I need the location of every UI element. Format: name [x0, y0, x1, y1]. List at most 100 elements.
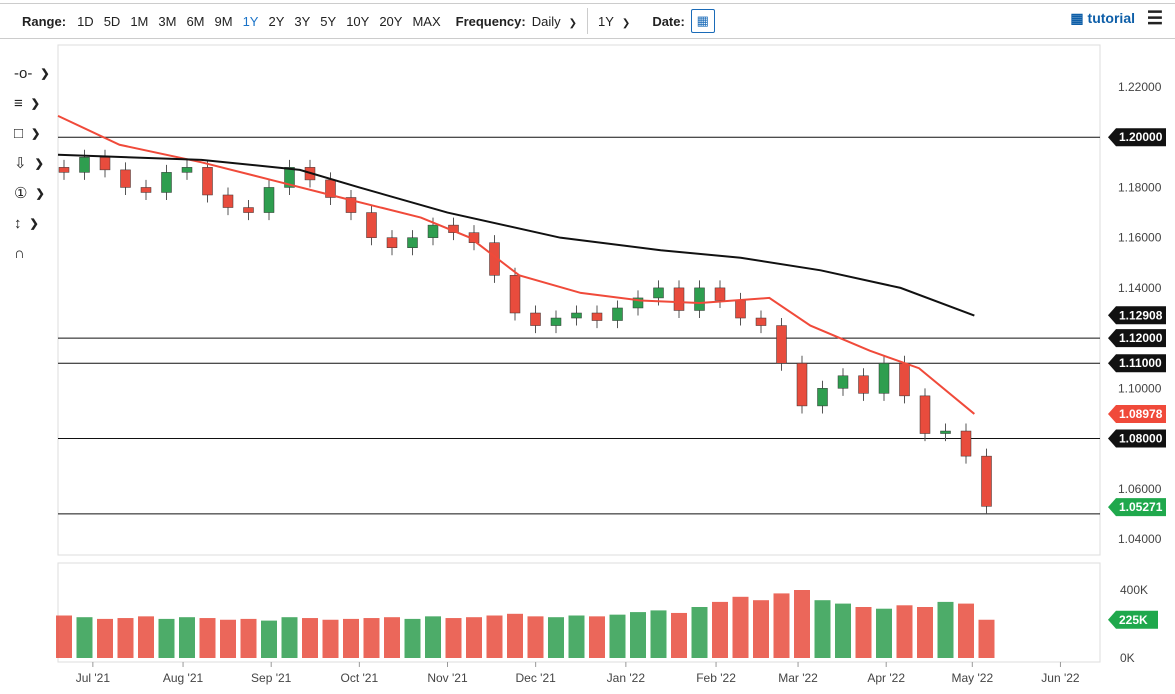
- candle: [407, 237, 418, 248]
- volume-bar: [794, 590, 810, 658]
- drawing-tools: -o- ❯ ≡ ❯ □ ❯ ⇩ ❯ ① ❯ ↕ ❯ ∩: [14, 58, 54, 268]
- candle: [366, 212, 377, 238]
- candle: [181, 167, 193, 173]
- range-label: Range:: [22, 13, 67, 29]
- tutorial-link[interactable]: ▦ tutorial: [1070, 10, 1135, 27]
- volume-bar: [712, 601, 728, 658]
- x-tick-label: Apr '22: [867, 671, 905, 685]
- film-icon: ▦: [1070, 10, 1084, 26]
- range-5D[interactable]: 5D: [103, 13, 121, 29]
- volume-bar: [650, 610, 667, 658]
- volume-bar: [302, 618, 318, 658]
- volume-frame: [57, 562, 1101, 663]
- range-6M[interactable]: 6M: [186, 13, 205, 29]
- volume-last-label: 225K: [1119, 613, 1148, 627]
- candle: [673, 287, 685, 311]
- chevron-right-icon: ❯: [35, 187, 45, 200]
- candle: [161, 172, 172, 193]
- volume-bar: [568, 615, 585, 658]
- period-select[interactable]: 1Y ❯: [598, 14, 630, 29]
- line-tool[interactable]: -o- ❯: [14, 58, 54, 88]
- range-20Y[interactable]: 20Y: [379, 13, 403, 29]
- calendar-icon[interactable]: ▦: [690, 9, 715, 33]
- range-3Y[interactable]: 3Y: [294, 13, 311, 29]
- candle: [899, 362, 910, 397]
- volume-bar: [671, 612, 687, 658]
- candle: [202, 167, 213, 196]
- volume-bar: [609, 614, 626, 658]
- range-9M[interactable]: 9M: [214, 13, 233, 29]
- volume-tick: 0K: [1120, 651, 1135, 665]
- frequency-select[interactable]: Daily ❯: [532, 14, 577, 29]
- number-tool[interactable]: ① ❯: [14, 178, 54, 208]
- candle: [632, 297, 644, 309]
- tutorial-label: tutorial: [1087, 10, 1135, 26]
- circled-one-icon: ①: [14, 185, 28, 202]
- volume-bar: [281, 617, 298, 658]
- price-label: 1.12000: [1119, 331, 1163, 345]
- volume-bar: [343, 618, 359, 658]
- volume-bar: [835, 603, 851, 658]
- line-icon: -o-: [14, 64, 33, 82]
- candle: [530, 312, 541, 326]
- volume-bar: [138, 616, 154, 658]
- volume-tick: 400K: [1120, 583, 1148, 597]
- volume-bar: [97, 618, 113, 658]
- candle: [222, 194, 234, 208]
- chevron-right-icon: ❯: [31, 127, 41, 140]
- x-tick-label: Jul '21: [76, 671, 111, 685]
- x-tick-label: Oct '21: [341, 671, 379, 685]
- candle: [79, 157, 90, 173]
- price-label-tag: [1108, 128, 1166, 147]
- candle: [571, 312, 582, 319]
- volume-bar: [876, 608, 892, 658]
- x-tick-label: Dec '21: [515, 671, 556, 685]
- range-1M[interactable]: 1M: [130, 13, 149, 29]
- rectangle-tool[interactable]: □ ❯: [14, 118, 54, 148]
- measure-tool[interactable]: ↕ ❯: [14, 208, 54, 238]
- candle: [140, 187, 152, 193]
- trend-tool[interactable]: ≡ ❯: [14, 88, 54, 118]
- rectangle-icon: □: [14, 124, 24, 142]
- x-tick-label: Feb '22: [696, 671, 736, 685]
- price-label-tag: [1108, 329, 1166, 348]
- arrow-down-icon: ⇩: [14, 155, 27, 172]
- x-tick-label: Aug '21: [163, 671, 204, 685]
- magnet-tool[interactable]: ∩: [14, 238, 54, 268]
- chevron-right-icon: ❯: [29, 217, 39, 230]
- range-MAX[interactable]: MAX: [412, 13, 441, 29]
- range-buttons: 1D 5D 1M 3M 6M 9M 1Y 2Y 3Y 5Y 10Y 20Y MAX: [72, 14, 446, 29]
- range-1Y[interactable]: 1Y: [242, 13, 259, 29]
- volume-bar: [220, 619, 236, 658]
- volume-bar: [322, 619, 339, 658]
- volume-bar: [773, 593, 790, 658]
- volume-bar: [179, 617, 195, 658]
- candle: [509, 275, 521, 314]
- volume-bar: [363, 618, 380, 658]
- volume-bar: [917, 607, 933, 658]
- volume-bar: [732, 596, 749, 658]
- range-3M[interactable]: 3M: [158, 13, 177, 29]
- range-2Y[interactable]: 2Y: [268, 13, 285, 29]
- arrow-tool[interactable]: ⇩ ❯: [14, 148, 54, 178]
- range-5Y[interactable]: 5Y: [320, 13, 337, 29]
- price-label-tag: [1108, 404, 1166, 423]
- chevron-right-icon: ❯: [40, 67, 50, 80]
- period-value: 1Y: [598, 13, 614, 29]
- price-label-tag: [1108, 306, 1166, 325]
- price-label: 1.05271: [1119, 500, 1163, 514]
- plot-frame: [57, 44, 1101, 556]
- price-label: 1.12908: [1119, 308, 1163, 322]
- menu-icon[interactable]: ☰: [1146, 8, 1163, 28]
- candle: [243, 207, 254, 213]
- candle: [878, 362, 890, 394]
- range-10Y[interactable]: 10Y: [346, 13, 370, 29]
- price-label: 1.08000: [1119, 432, 1163, 446]
- volume-bar: [978, 619, 995, 658]
- price-tick: 1.10000: [1118, 381, 1162, 395]
- range-1D[interactable]: 1D: [77, 13, 94, 29]
- candle: [386, 237, 398, 248]
- divider: [587, 8, 589, 34]
- volume-bar: [486, 615, 503, 658]
